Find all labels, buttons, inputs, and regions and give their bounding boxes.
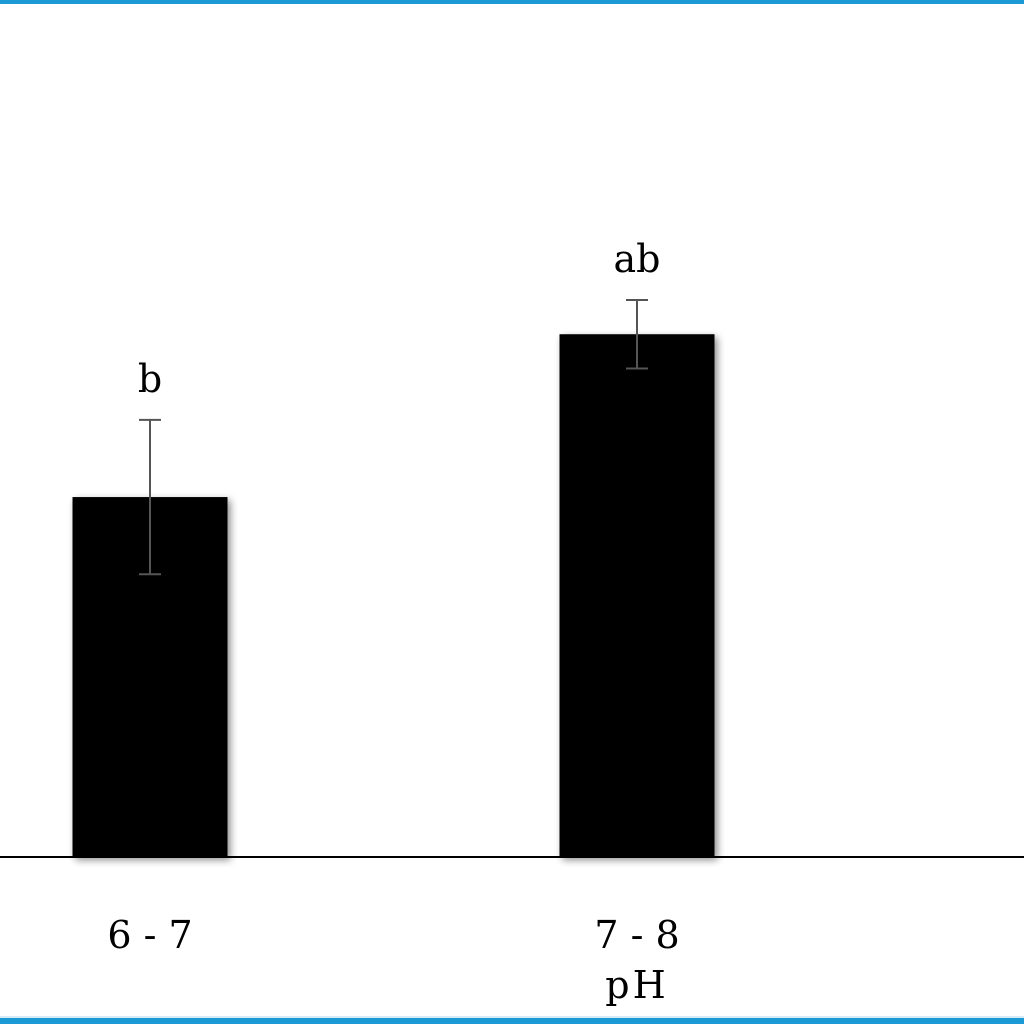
significance-label-1: b [138, 357, 162, 401]
bar-2 [559, 334, 715, 858]
bars-layer [72, 298, 715, 858]
significance-label-2: ab [614, 237, 661, 281]
error-bar-1 [139, 418, 161, 576]
frame-bottom-border [0, 1018, 1024, 1024]
frame-top-border [0, 0, 1024, 4]
labels-layer: b 6 - 7 ab 7 - 8 [107, 237, 679, 957]
x-axis-title: pH [605, 963, 668, 1007]
frame-bottom-highlight [0, 1016, 1024, 1018]
x-tick-label-2: 7 - 8 [594, 913, 679, 957]
x-tick-label-1: 6 - 7 [107, 913, 192, 957]
error-bar-2 [626, 298, 648, 370]
